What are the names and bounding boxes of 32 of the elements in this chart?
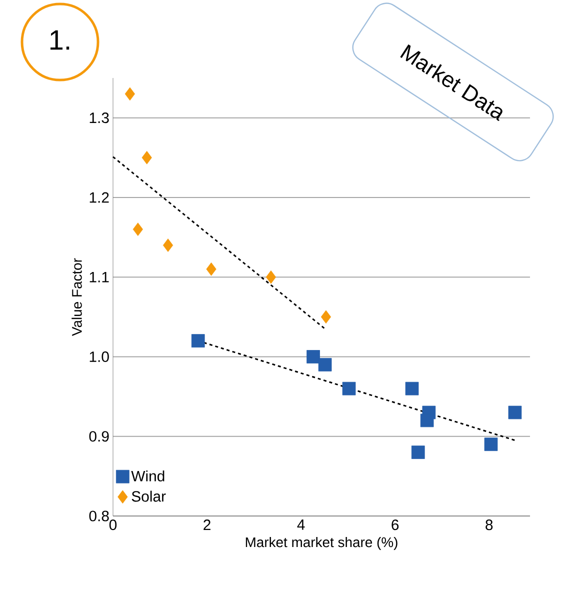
- point: [508, 406, 522, 420]
- text: 1.: [50, 30, 70, 50]
- x-tick-label: 0: [109, 520, 117, 530]
- point: [124, 87, 135, 101]
- y-tick-label: 0.8: [89, 510, 109, 522]
- point: [142, 150, 152, 164]
- y-axis-title: Value Factor: [72, 258, 82, 336]
- point: [411, 446, 425, 459]
- point: [206, 262, 216, 276]
- y-tick-label: 0.9: [89, 431, 109, 442]
- y-tick-label: 1.2: [90, 192, 109, 203]
- x-tick-label: 4: [297, 520, 305, 530]
- x-axis-title: Market market share (%): [246, 536, 398, 550]
- x-tick-label: 6: [392, 520, 399, 530]
- point: [191, 334, 205, 348]
- point: [266, 270, 276, 284]
- legend-label: Wind: [131, 470, 164, 482]
- point: [132, 222, 143, 236]
- point: [306, 350, 320, 364]
- point: [318, 358, 332, 372]
- y-tick-label: 1.1: [90, 272, 109, 282]
- legend-label: Solar: [132, 490, 166, 502]
- x-tick-label: 2: [204, 520, 210, 530]
- point: [484, 438, 498, 451]
- point: [342, 382, 356, 396]
- point: [320, 310, 332, 324]
- x-tick-label: 8: [486, 520, 493, 530]
- y-tick-label: 1.0: [90, 351, 109, 362]
- point: [405, 382, 419, 396]
- point: [420, 414, 434, 428]
- point: [162, 238, 174, 252]
- y-tick-label: 1.3: [90, 112, 109, 124]
